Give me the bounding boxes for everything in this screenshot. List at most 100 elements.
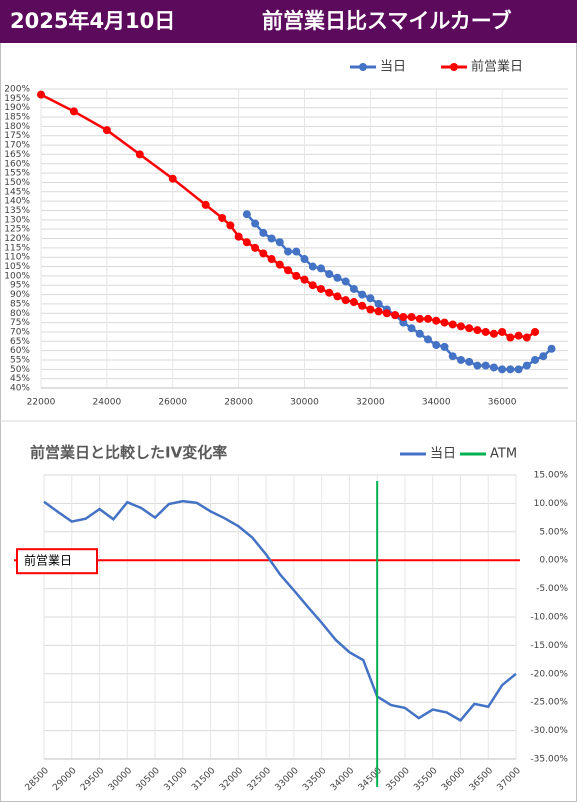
marker: [415, 329, 424, 338]
marker: [391, 311, 400, 320]
y-tick-label: 10.00%: [534, 499, 569, 509]
marker: [440, 318, 449, 327]
legend-label: 当日: [380, 60, 406, 75]
marker: [275, 238, 284, 247]
y-tick-label: 135%: [4, 206, 30, 216]
y-tick-label: 95%: [10, 281, 30, 291]
y-tick-label: -5.00%: [536, 584, 568, 594]
y-tick-label: 130%: [4, 215, 30, 225]
y-tick-label: 60%: [10, 346, 30, 356]
y-tick-label: 160%: [4, 159, 30, 169]
marker: [333, 273, 342, 282]
marker: [374, 307, 383, 316]
x-tick-label: 32000: [356, 398, 385, 408]
marker: [407, 312, 416, 321]
marker: [399, 318, 408, 327]
y-tick-label: 105%: [4, 262, 30, 272]
marker: [481, 361, 490, 370]
marker: [292, 271, 301, 280]
marker: [251, 219, 260, 228]
marker: [531, 355, 540, 364]
marker: [547, 344, 556, 353]
legend-label: ATM: [490, 447, 517, 462]
marker: [522, 361, 531, 370]
marker: [358, 290, 367, 299]
y-tick-label: 115%: [4, 243, 30, 253]
marker: [341, 277, 350, 286]
reference-label: 前営業日: [24, 553, 72, 568]
marker: [366, 305, 375, 314]
marker: [300, 255, 309, 264]
y-tick-label: 80%: [10, 309, 30, 319]
y-tick-label: 145%: [4, 187, 30, 197]
y-tick-label: 50%: [10, 365, 30, 375]
marker: [465, 324, 474, 333]
marker: [325, 270, 334, 279]
chart-title: 前営業日と比較したIV変化率: [30, 444, 227, 462]
y-tick-label: 175%: [4, 131, 30, 141]
marker: [473, 326, 482, 335]
y-tick-label: 110%: [4, 253, 30, 263]
marker: [440, 342, 449, 351]
marker: [226, 221, 235, 230]
marker: [473, 361, 482, 370]
marker: [424, 314, 433, 323]
x-tick-label: 34000: [422, 398, 451, 408]
x-tick-label: 24000: [93, 398, 122, 408]
y-tick-label: -10.00%: [530, 613, 568, 623]
marker: [135, 150, 144, 159]
y-tick-label: 5.00%: [539, 527, 568, 537]
y-tick-label: 45%: [10, 374, 30, 384]
x-tick-label: 22000: [27, 398, 56, 408]
y-tick-label: 185%: [4, 113, 30, 123]
y-tick-label: 85%: [10, 299, 30, 309]
y-tick-label: 100%: [4, 271, 30, 281]
marker: [259, 249, 268, 258]
x-tick-label: 26000: [158, 398, 187, 408]
marker: [69, 107, 78, 116]
y-tick-label: 200%: [4, 85, 30, 95]
y-tick-label: 150%: [4, 178, 30, 188]
marker: [506, 365, 515, 374]
marker: [242, 210, 251, 219]
marker: [498, 365, 507, 374]
header-bar: [0, 0, 577, 43]
marker: [102, 126, 111, 135]
reference-box: [16, 548, 98, 575]
marker: [465, 357, 474, 366]
y-tick-label: 190%: [4, 103, 30, 113]
x-tick-label: 28000: [224, 398, 253, 408]
marker: [275, 260, 284, 269]
y-tick-label: 90%: [10, 290, 30, 300]
legend-marker: [359, 63, 367, 71]
y-tick-label: 15.00%: [534, 471, 569, 481]
marker: [284, 247, 293, 256]
marker: [432, 316, 441, 325]
y-tick-label: 125%: [4, 225, 30, 235]
marker: [489, 329, 498, 338]
header-title: 前営業日比スマイルカーブ: [262, 9, 511, 33]
marker: [242, 238, 251, 247]
series-line: [43, 499, 517, 722]
y-tick-label: -15.00%: [530, 641, 568, 651]
y-tick-label: 170%: [4, 141, 30, 151]
y-tick-label: 65%: [10, 337, 30, 347]
marker: [308, 262, 317, 271]
y-tick-label: 140%: [4, 197, 30, 207]
legend-marker: [450, 63, 458, 71]
marker: [234, 232, 243, 241]
marker: [201, 200, 210, 209]
y-tick-label: 40%: [10, 384, 30, 394]
marker: [498, 327, 507, 336]
y-tick-label: 155%: [4, 169, 30, 179]
marker: [341, 296, 350, 305]
y-tick-label: -35.00%: [530, 755, 568, 765]
marker: [382, 309, 391, 318]
marker: [259, 228, 268, 237]
marker: [481, 327, 490, 336]
marker: [37, 90, 45, 99]
y-tick-label: -30.00%: [530, 726, 568, 736]
marker: [415, 314, 424, 323]
marker: [366, 294, 375, 303]
marker: [251, 243, 260, 252]
